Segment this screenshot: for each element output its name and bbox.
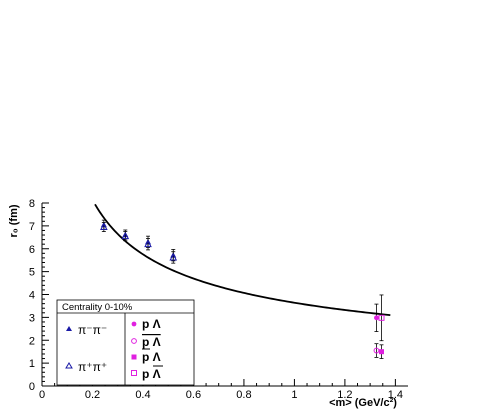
- legend-label-pimpim: π⁻π⁻: [78, 323, 107, 337]
- legend-marker-pippip: [65, 362, 73, 369]
- x-tick-label: 0.8: [236, 389, 251, 401]
- y-tick-label: 2: [29, 335, 35, 347]
- fit-curve-line: [94, 203, 391, 317]
- y-tick-label: 4: [29, 290, 35, 302]
- y-tick-label: 8: [29, 198, 35, 210]
- legend: Centrality 0-10% π⁻π⁻ π⁺π⁺ p Λ p Λ p Λ p…: [56, 299, 195, 386]
- x-tick-label: 1: [291, 389, 297, 401]
- legend-label-pippip: π⁺π⁺: [78, 360, 107, 374]
- x-tick-label: 1.4: [388, 389, 403, 401]
- legend-marker-pimpim: [66, 326, 72, 331]
- data-points: [99, 219, 385, 359]
- fit-curve: [94, 203, 391, 317]
- y-axis-label: r₀ (fm): [8, 204, 20, 237]
- data-point-pippip: [121, 232, 130, 240]
- data-point-pippip: [99, 222, 108, 231]
- y-tick-label: 7: [29, 221, 35, 233]
- y-tick-label: 1: [29, 358, 35, 370]
- legend-marker-pbarlambar: [131, 338, 137, 344]
- data-point-pippip: [144, 240, 152, 248]
- legend-label-pbarlam-text: p Λ: [142, 350, 161, 364]
- data-point-plambar: [378, 314, 385, 321]
- x-axis-ticks: 0 0.2 0.4 0.6 0.8 1 1.2 1.4: [39, 379, 403, 401]
- x-tick-label: 0.2: [85, 389, 100, 401]
- y-tick-label: 0: [29, 381, 35, 393]
- data-point-plam: [374, 315, 379, 321]
- legend-label-pbarlambar: p Λ: [142, 335, 161, 349]
- legend-label-plambar-text: p Λ: [142, 367, 161, 381]
- y-tick-label: 5: [29, 267, 35, 279]
- x-tick-label: 0.4: [135, 389, 150, 401]
- legend-label-plambar: p Λ: [142, 367, 161, 381]
- legend-marker-plam: [131, 321, 137, 327]
- x-tick-label: 0.6: [186, 389, 201, 401]
- y-tick-label: 6: [29, 244, 35, 256]
- legend-label-plam: p Λ: [142, 317, 161, 331]
- legend-box: [56, 299, 195, 386]
- x-axis-label: <m> (GeV/c²): [329, 397, 397, 409]
- legend-marker-pbarlam: [131, 354, 137, 360]
- legend-label-pbarlam: p Λ: [142, 350, 161, 364]
- data-point-pbarlam: [378, 349, 384, 355]
- data-point-pbarlambar: [373, 347, 380, 354]
- legend-marker-plambar: [131, 370, 137, 376]
- y-axis-ticks: 0 1 2 3 4 5 6 7 8: [29, 198, 49, 393]
- x-tick-label: 1.2: [337, 389, 352, 401]
- y-tick-label: 3: [29, 312, 35, 324]
- data-point-pippip: [169, 253, 178, 261]
- legend-title: Centrality 0-10%: [62, 302, 133, 313]
- x-tick-label: 0: [39, 389, 45, 401]
